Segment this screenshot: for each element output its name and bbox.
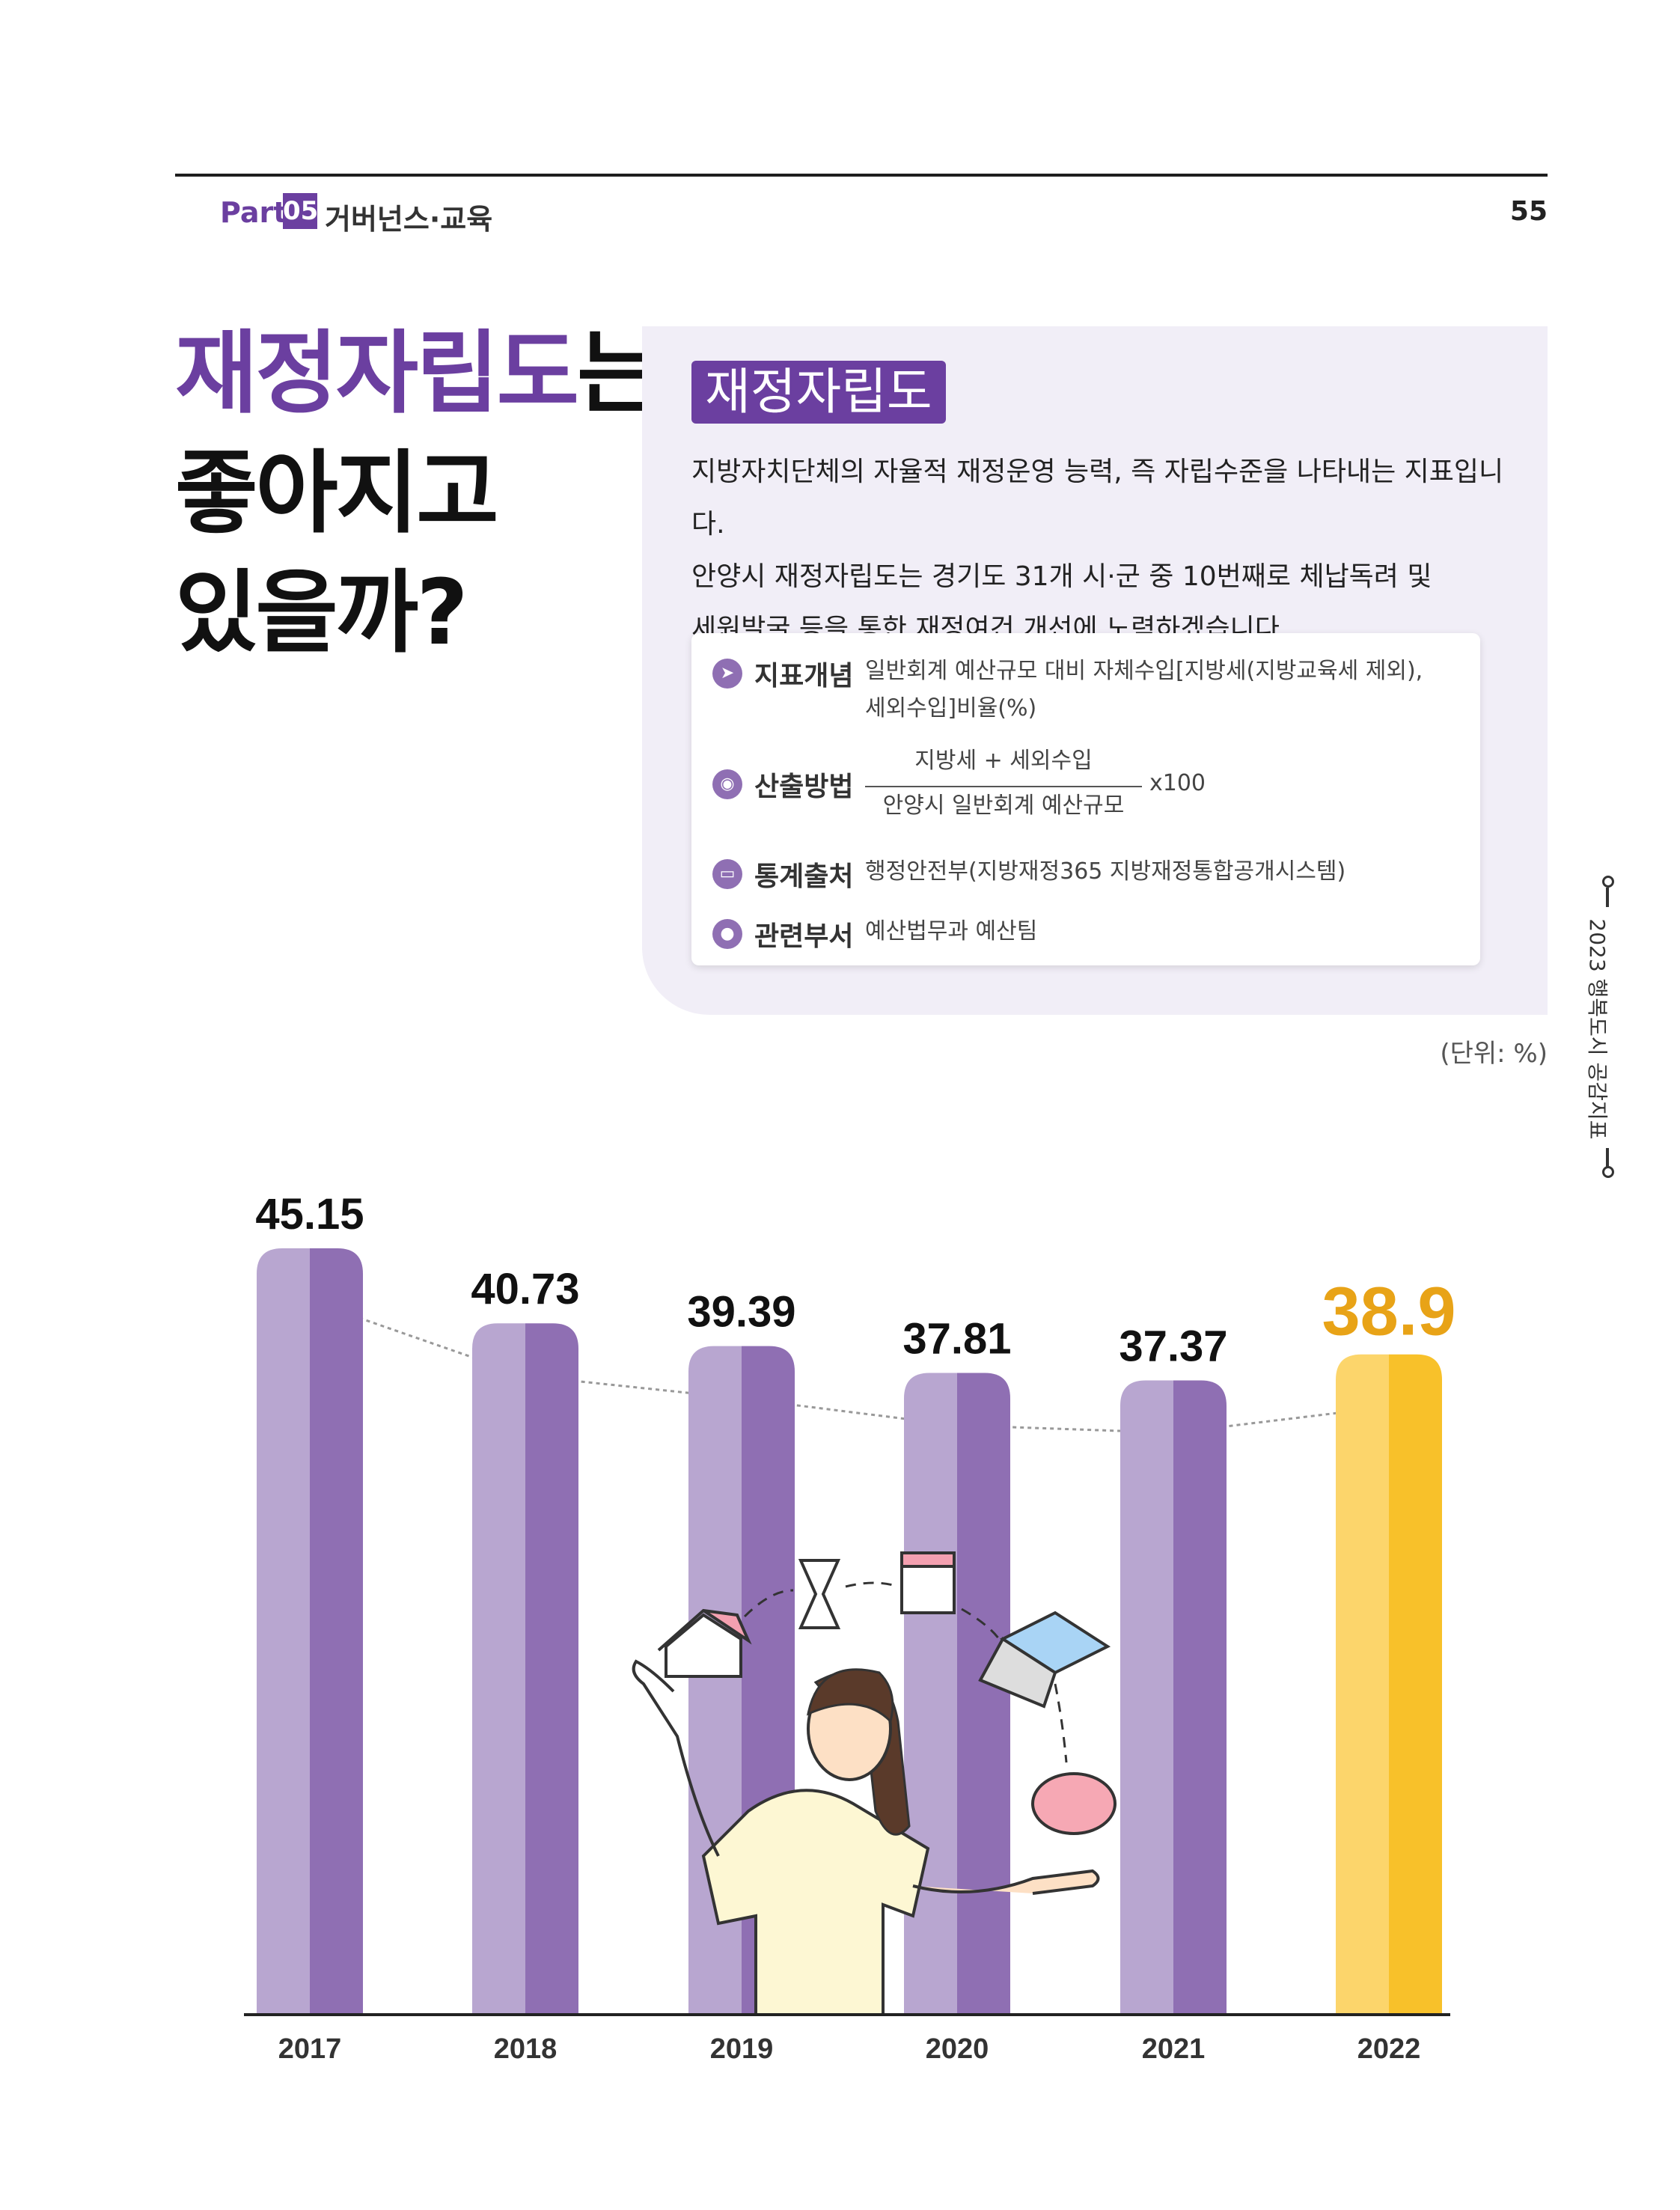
headline-highlight: 재정자립도 (175, 322, 579, 426)
bar-right-half (1389, 1354, 1442, 2015)
concept-text-line: 세외수입]비율(%) (865, 695, 1037, 721)
concept-text-line: 일반회계 예산규모 대비 자체수입[지방세(지방교육세 제외), (865, 658, 1423, 684)
calendar-header (900, 1551, 956, 1568)
side-marker-bottom (1602, 1166, 1614, 1178)
value-label-2022: 38.9 (1322, 1274, 1456, 1350)
x-tick-2021: 2021 (1142, 2033, 1206, 2065)
part-number-badge: 05 (283, 193, 318, 229)
formula-denominator: 안양시 일반회계 예산규모 (882, 793, 1125, 819)
bar-2022 (1336, 1354, 1442, 2015)
dept-text: 예산법무과 예산팀 (865, 918, 1038, 944)
bar-right-half (957, 1373, 1010, 2015)
definition-description: 지방자치단체의 자율적 재정운영 능력, 즉 자립수준을 나타내는 지표입니다.… (691, 446, 1515, 656)
bar-right-half (525, 1323, 578, 2015)
term-badge: 재정자립도 (691, 361, 946, 424)
page-headline: 재정자립도는 좋아지고 있을까? (175, 314, 659, 674)
bar-2017 (257, 1248, 363, 2015)
x-tick-2018: 2018 (494, 2033, 558, 2065)
x-tick-2019: 2019 (710, 2033, 774, 2065)
bars-group (257, 1248, 1442, 2015)
page-number: 55 (1509, 196, 1548, 227)
part-label: Part (220, 196, 287, 229)
part-title: 거버넌스·교육 (325, 203, 493, 236)
concept-text: 일반회계 예산규모 대비 자체수입[지방세(지방교육세 제외), 세외수입]비율… (865, 653, 1464, 727)
house-roof (657, 1608, 752, 1652)
piggy-bank-icon (1031, 1772, 1117, 1835)
description-line: 안양시 재정자립도는 경기도 31개 시·군 중 10번째로 체납독려 및 (691, 561, 1432, 592)
laptop-base (978, 1637, 1057, 1709)
bar-left-half (904, 1373, 957, 2015)
bar-left-half (1120, 1380, 1173, 2015)
bar-right-half (310, 1248, 363, 2015)
source-label: 통계출처 (754, 861, 854, 892)
paper-plane-icon: ➤ (712, 659, 742, 689)
value-label-2021: 37.37 (1119, 1322, 1227, 1370)
value-label-2019: 39.39 (687, 1288, 795, 1337)
bar-2020 (904, 1373, 1010, 2015)
house-icon (665, 1613, 742, 1678)
concept-label: 지표개념 (754, 661, 854, 692)
value-label-2020: 37.81 (902, 1314, 1011, 1363)
chat-bubble-icon: ◉ (712, 769, 742, 799)
people-icon: ● (712, 919, 742, 949)
labels-group: 45.15 2017 40.73 2018 39.39 2019 37.81 2020 37.3… (244, 1190, 1456, 2065)
bar-2018 (472, 1323, 578, 2015)
woman-right-arm (912, 1869, 1100, 1895)
method-label: 산출방법 (754, 772, 854, 802)
formula-multiplier: x100 (1149, 770, 1206, 796)
illustration-group (632, 1551, 1117, 2016)
side-line-bottom (1606, 1148, 1609, 1167)
bar-left-half (472, 1323, 525, 2015)
juggling-path (743, 1581, 1068, 1763)
x-tick-2017: 2017 (278, 2033, 342, 2065)
dept-label: 관련부서 (754, 921, 854, 952)
headline-line3: 있을까? (175, 561, 468, 665)
bar-left-half (1336, 1354, 1389, 2015)
description-line: 지방자치단체의 자율적 재정운영 능력, 즉 자립수준을 나타내는 지표입니다. (691, 457, 1504, 540)
side-line-top (1606, 888, 1609, 907)
hourglass-icon (798, 1559, 841, 1629)
formula-numerator: 지방세 + 세외수입 (914, 748, 1093, 774)
x-tick-2022: 2022 (1357, 2033, 1421, 2065)
value-label-2017: 45.15 (255, 1190, 364, 1239)
bar-left-half (257, 1248, 310, 2015)
bar-right-half (1173, 1380, 1227, 2015)
monitor-icon: ▭ (712, 859, 742, 889)
woman-hair (806, 1668, 894, 1724)
indicator-card: ➤ 지표개념 일반회계 예산규모 대비 자체수입[지방세(지방교육세 제외), … (691, 633, 1480, 965)
source-text: 행정안전부(지방재정365 지방재정통합공개시스템) (865, 858, 1346, 885)
unit-label: (단위: %) (1440, 1039, 1548, 1069)
bar-2021 (1120, 1380, 1227, 2015)
value-label-2018: 40.73 (471, 1265, 579, 1313)
headline-line2: 좋아지고 (175, 442, 499, 546)
header-rule (175, 174, 1548, 177)
side-marker-top (1602, 876, 1614, 888)
x-tick-2020: 2020 (926, 2033, 989, 2065)
fraction-line (865, 786, 1142, 787)
woman-left-arm (632, 1659, 720, 1857)
